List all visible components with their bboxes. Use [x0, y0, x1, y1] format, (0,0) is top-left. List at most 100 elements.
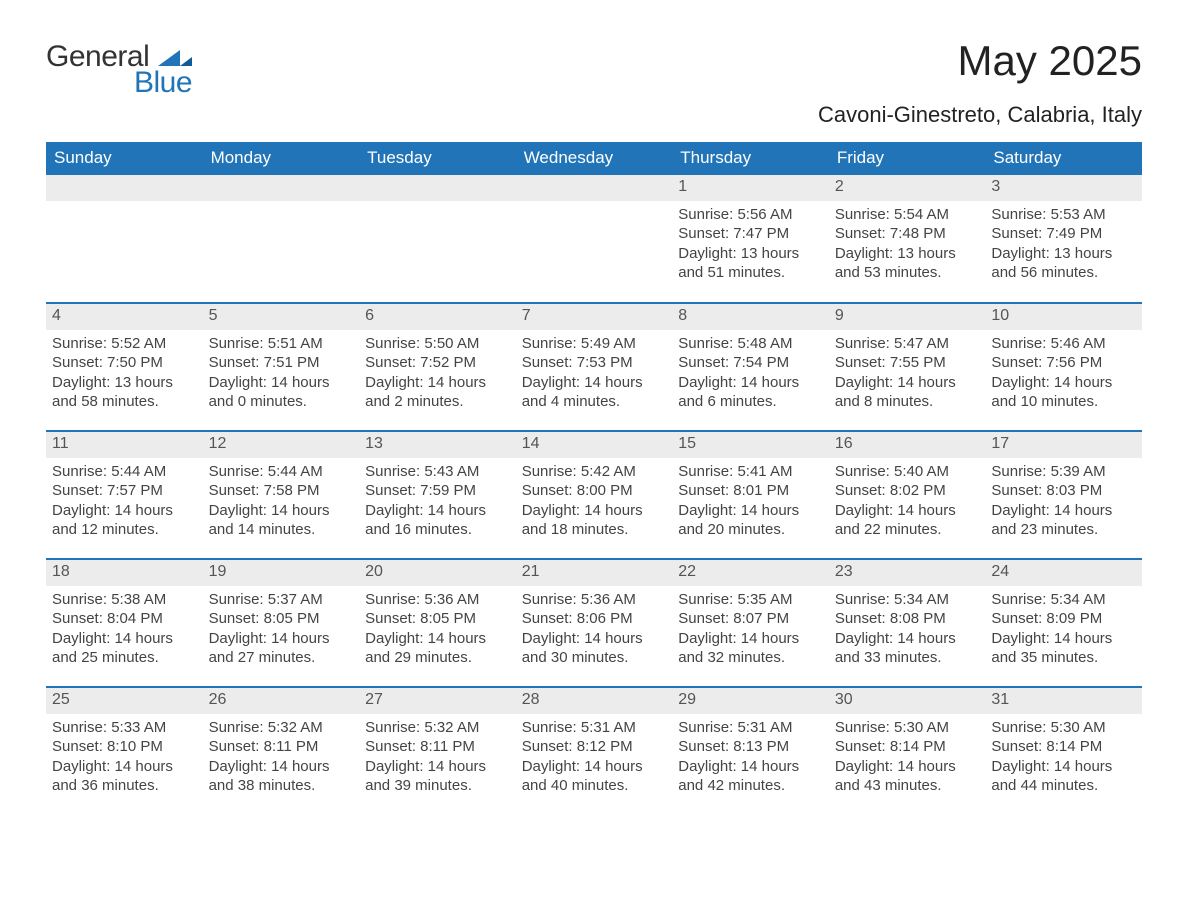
day-daylight1: Daylight: 13 hours	[52, 373, 197, 393]
day-details: Sunrise: 5:44 AMSunset: 7:57 PMDaylight:…	[46, 458, 203, 548]
title-block: May 2025 Cavoni-Ginestreto, Calabria, It…	[818, 40, 1142, 128]
calendar-day-cell: 11Sunrise: 5:44 AMSunset: 7:57 PMDayligh…	[46, 431, 203, 559]
calendar-day-cell: 7Sunrise: 5:49 AMSunset: 7:53 PMDaylight…	[516, 303, 673, 431]
day-sunset: Sunset: 7:55 PM	[835, 353, 980, 373]
calendar-day-cell: 3Sunrise: 5:53 AMSunset: 7:49 PMDaylight…	[985, 175, 1142, 303]
day-daylight2: and 12 minutes.	[52, 520, 197, 540]
day-sunrise: Sunrise: 5:49 AM	[522, 334, 667, 354]
day-number: 17	[985, 432, 1142, 458]
calendar-day-cell: 1Sunrise: 5:56 AMSunset: 7:47 PMDaylight…	[672, 175, 829, 303]
day-daylight1: Daylight: 14 hours	[365, 501, 510, 521]
day-sunset: Sunset: 8:00 PM	[522, 481, 667, 501]
day-sunset: Sunset: 7:59 PM	[365, 481, 510, 501]
day-daylight2: and 42 minutes.	[678, 776, 823, 796]
calendar-day-cell: 27Sunrise: 5:32 AMSunset: 8:11 PMDayligh…	[359, 687, 516, 815]
weekday-header: Tuesday	[359, 142, 516, 175]
day-daylight1: Daylight: 14 hours	[209, 629, 354, 649]
day-number	[359, 175, 516, 201]
day-daylight2: and 0 minutes.	[209, 392, 354, 412]
calendar-day-cell: 28Sunrise: 5:31 AMSunset: 8:12 PMDayligh…	[516, 687, 673, 815]
day-details: Sunrise: 5:37 AMSunset: 8:05 PMDaylight:…	[203, 586, 360, 676]
day-details: Sunrise: 5:43 AMSunset: 7:59 PMDaylight:…	[359, 458, 516, 548]
day-details: Sunrise: 5:48 AMSunset: 7:54 PMDaylight:…	[672, 330, 829, 420]
calendar-week-row: 11Sunrise: 5:44 AMSunset: 7:57 PMDayligh…	[46, 431, 1142, 559]
day-sunrise: Sunrise: 5:53 AM	[991, 205, 1136, 225]
day-number: 19	[203, 560, 360, 586]
day-daylight2: and 10 minutes.	[991, 392, 1136, 412]
day-sunset: Sunset: 8:05 PM	[209, 609, 354, 629]
day-sunrise: Sunrise: 5:44 AM	[52, 462, 197, 482]
day-sunrise: Sunrise: 5:31 AM	[678, 718, 823, 738]
day-daylight2: and 22 minutes.	[835, 520, 980, 540]
day-number	[516, 175, 673, 201]
day-sunrise: Sunrise: 5:48 AM	[678, 334, 823, 354]
day-sunset: Sunset: 8:01 PM	[678, 481, 823, 501]
calendar-day-cell: 9Sunrise: 5:47 AMSunset: 7:55 PMDaylight…	[829, 303, 986, 431]
day-sunset: Sunset: 7:49 PM	[991, 224, 1136, 244]
calendar-day-cell: 21Sunrise: 5:36 AMSunset: 8:06 PMDayligh…	[516, 559, 673, 687]
day-sunset: Sunset: 8:11 PM	[209, 737, 354, 757]
day-daylight2: and 38 minutes.	[209, 776, 354, 796]
day-daylight1: Daylight: 13 hours	[991, 244, 1136, 264]
calendar-week-row: 1Sunrise: 5:56 AMSunset: 7:47 PMDaylight…	[46, 175, 1142, 303]
day-sunrise: Sunrise: 5:32 AM	[365, 718, 510, 738]
day-number: 15	[672, 432, 829, 458]
brand-logo: General Blue	[46, 40, 149, 74]
day-daylight1: Daylight: 14 hours	[835, 373, 980, 393]
day-number: 8	[672, 304, 829, 330]
day-sunset: Sunset: 7:54 PM	[678, 353, 823, 373]
calendar-day-cell: 5Sunrise: 5:51 AMSunset: 7:51 PMDaylight…	[203, 303, 360, 431]
day-daylight2: and 2 minutes.	[365, 392, 510, 412]
day-sunrise: Sunrise: 5:47 AM	[835, 334, 980, 354]
day-daylight2: and 36 minutes.	[52, 776, 197, 796]
day-sunset: Sunset: 7:56 PM	[991, 353, 1136, 373]
day-sunset: Sunset: 8:05 PM	[365, 609, 510, 629]
day-sunset: Sunset: 8:12 PM	[522, 737, 667, 757]
calendar-day-cell: 22Sunrise: 5:35 AMSunset: 8:07 PMDayligh…	[672, 559, 829, 687]
day-sunset: Sunset: 7:50 PM	[52, 353, 197, 373]
day-daylight1: Daylight: 14 hours	[209, 501, 354, 521]
day-sunrise: Sunrise: 5:52 AM	[52, 334, 197, 354]
day-number: 20	[359, 560, 516, 586]
day-sunset: Sunset: 8:11 PM	[365, 737, 510, 757]
day-details	[46, 201, 203, 281]
day-number: 4	[46, 304, 203, 330]
day-number	[203, 175, 360, 201]
weekday-header: Friday	[829, 142, 986, 175]
calendar-day-cell	[359, 175, 516, 303]
day-daylight1: Daylight: 14 hours	[209, 757, 354, 777]
day-details: Sunrise: 5:32 AMSunset: 8:11 PMDaylight:…	[359, 714, 516, 804]
day-daylight2: and 16 minutes.	[365, 520, 510, 540]
calendar-week-row: 25Sunrise: 5:33 AMSunset: 8:10 PMDayligh…	[46, 687, 1142, 815]
day-daylight1: Daylight: 14 hours	[991, 757, 1136, 777]
calendar-day-cell: 31 Sunrise: 5:30 AMSunset: 8:14 PMDayligh…	[985, 687, 1142, 815]
title-location: Cavoni-Ginestreto, Calabria, Italy	[818, 102, 1142, 128]
day-sunrise: Sunrise: 5:30 AM	[991, 718, 1136, 738]
day-number: 24	[985, 560, 1142, 586]
day-number: 31	[985, 688, 1142, 714]
weekday-header-row: Sunday Monday Tuesday Wednesday Thursday…	[46, 142, 1142, 175]
day-daylight2: and 25 minutes.	[52, 648, 197, 668]
day-details: Sunrise: 5:52 AMSunset: 7:50 PMDaylight:…	[46, 330, 203, 420]
day-daylight1: Daylight: 14 hours	[991, 501, 1136, 521]
calendar-day-cell: 29Sunrise: 5:31 AMSunset: 8:13 PMDayligh…	[672, 687, 829, 815]
day-daylight1: Daylight: 14 hours	[522, 373, 667, 393]
day-sunset: Sunset: 8:14 PM	[991, 737, 1136, 757]
day-details: Sunrise: 5:30 AMSunset: 8:14 PMDaylight:…	[829, 714, 986, 804]
day-sunrise: Sunrise: 5:43 AM	[365, 462, 510, 482]
day-sunrise: Sunrise: 5:56 AM	[678, 205, 823, 225]
day-number: 26	[203, 688, 360, 714]
day-sunset: Sunset: 7:57 PM	[52, 481, 197, 501]
day-sunrise: Sunrise: 5:37 AM	[209, 590, 354, 610]
day-daylight2: and 14 minutes.	[209, 520, 354, 540]
calendar-day-cell: 16Sunrise: 5:40 AMSunset: 8:02 PMDayligh…	[829, 431, 986, 559]
day-sunrise: Sunrise: 5:34 AM	[991, 590, 1136, 610]
day-daylight2: and 40 minutes.	[522, 776, 667, 796]
day-daylight1: Daylight: 14 hours	[365, 629, 510, 649]
day-sunset: Sunset: 8:07 PM	[678, 609, 823, 629]
day-daylight2: and 56 minutes.	[991, 263, 1136, 283]
day-sunrise: Sunrise: 5:46 AM	[991, 334, 1136, 354]
day-daylight2: and 6 minutes.	[678, 392, 823, 412]
day-daylight2: and 53 minutes.	[835, 263, 980, 283]
weekday-header: Wednesday	[516, 142, 673, 175]
